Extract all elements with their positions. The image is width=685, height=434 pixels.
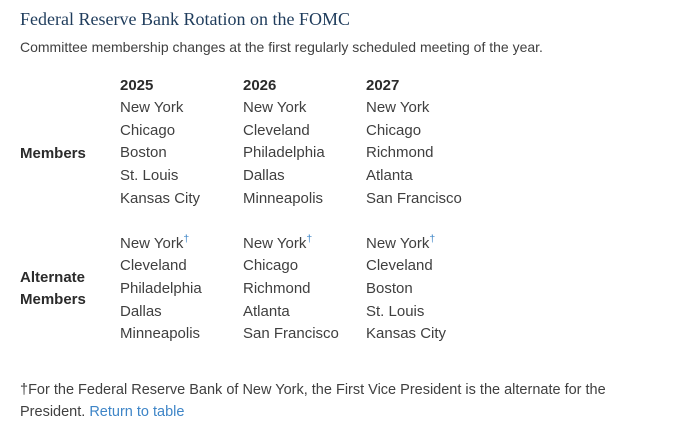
city-name: Chicago [366,121,422,139]
city-name: Cleveland [120,257,187,275]
city-name: New York† [366,232,436,252]
city-name: Boston [120,144,167,162]
city-name: San Francisco [366,189,462,207]
city-name: San Francisco [243,325,339,343]
year-city-list: New York Chicago Boston St. Louis Kansas Cit… [120,97,243,211]
rotation-group-row: Alternate Members New York† Cleveland Phila… [20,233,665,347]
city-name: Richmond [243,279,311,297]
city-name: Richmond [366,144,434,162]
city-name: Chicago [120,121,176,139]
city-name: Philadelphia [243,144,325,162]
dagger-footnote-link[interactable]: † [306,232,313,245]
page-title: Federal Reserve Bank Rotation on the FOM… [20,9,350,29]
city-name: Boston [366,279,413,297]
year-header-row: 2025 2026 2027 [20,73,665,97]
city-name: Dallas [120,302,162,320]
rotation-table: 2025 2026 2027 Members New York Chicago Bos… [20,73,665,346]
return-to-table-link[interactable]: Return to table [89,404,185,421]
year-city-list: New York† Cleveland Boston St. Louis Kansas … [366,233,489,347]
dagger-footnote-link[interactable]: † [429,232,436,245]
year-city-list: New York Chicago Richmond Atlanta San Franci… [366,97,489,211]
year-header-2027: 2027 [366,77,400,94]
city-name: Philadelphia [120,279,202,297]
city-name: Atlanta [366,167,413,185]
dagger-footnote-link[interactable]: † [183,232,190,245]
city-name: Kansas City [366,325,447,343]
year-header-2026: 2026 [243,77,277,94]
city-name: Minneapolis [243,189,324,207]
year-city-list: New York† Chicago Richmond Atlanta San Franc… [243,233,366,347]
group-label: Alternate Members [20,269,86,309]
footnote-text: For the Federal Reserve Bank of New York… [20,382,606,421]
footnote-dagger-symbol: † [20,382,29,399]
footnote: †For the Federal Reserve Bank of New Yor… [20,379,665,423]
city-name: New York† [120,232,190,252]
group-label: Members [20,144,86,162]
city-name: New York [120,99,184,116]
city-name: New York [366,99,430,116]
city-name: Chicago [243,257,299,275]
page-subtitle: Committee membership changes at the firs… [20,39,543,55]
group-rows: Members New York Chicago Boston St. Louis Kan… [20,97,665,346]
rotation-group-row: Members New York Chicago Boston St. Louis Kan… [20,97,665,211]
city-name: Cleveland [366,257,433,275]
city-name: Kansas City [120,189,201,207]
year-header-2025: 2025 [120,77,154,94]
city-name: St. Louis [120,167,179,185]
year-city-list: New York† Cleveland Philadelphia Dallas Minn… [120,233,243,347]
year-city-list: New York Cleveland Philadelphia Dallas Minne… [243,97,366,211]
city-name: Dallas [243,167,285,185]
city-name: Minneapolis [120,325,201,343]
city-name: St. Louis [366,302,425,320]
city-name: New York [243,99,307,116]
city-name: Atlanta [243,302,290,320]
city-name: Cleveland [243,121,310,139]
city-name: New York† [243,232,313,252]
